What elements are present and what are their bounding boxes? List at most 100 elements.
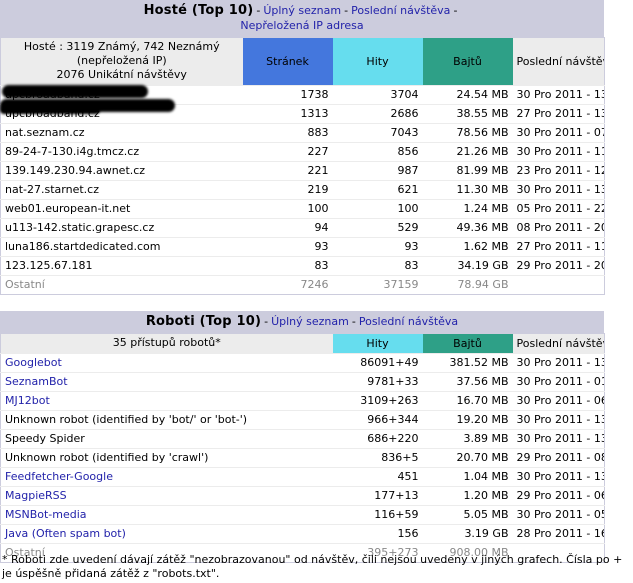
table-row: Java (Often spam bot) 156 3.19 GB 28 Pro… xyxy=(0,524,605,544)
robot-name-cell: Feedfetcher-Google xyxy=(0,467,333,487)
host-name: u113-142.static.grapesc.cz xyxy=(0,218,243,238)
robot-name-cell: Googlebot xyxy=(0,353,333,373)
robot-hits: 156 xyxy=(332,524,423,544)
robot-name-link[interactable]: Java (Often spam bot) xyxy=(5,527,126,540)
host-hits: 529 xyxy=(332,218,423,238)
table-row: Unknown robot (identified by 'crawl') 83… xyxy=(0,448,605,468)
robot-last-visit: 30 Pro 2011 - 13:07 xyxy=(512,410,605,430)
host-hits: 100 xyxy=(332,199,423,219)
table-row-other: Ostatní 7246 37159 78.94 GB xyxy=(1,276,605,295)
robot-name-link[interactable]: SeznamBot xyxy=(5,375,68,388)
host-name: 123.125.67.181 xyxy=(0,256,243,276)
hosts-column-header-last-visit[interactable]: Poslední návštěva xyxy=(512,37,605,86)
robot-bytes: 1.04 MB xyxy=(422,467,513,487)
table-row: MSNBot-media 116+59 5.05 MB 30 Pro 2011 … xyxy=(0,505,605,525)
robot-name-link[interactable]: MJ12bot xyxy=(5,394,50,407)
host-last-visit: 27 Pro 2011 - 11:24 xyxy=(512,237,605,257)
host-bytes: 49.36 MB xyxy=(422,218,513,238)
hosts-report-block: Hosté (Top 10) - Úplný seznam - Poslední náv… xyxy=(0,0,605,295)
robot-last-visit: 30 Pro 2011 - 06:15 xyxy=(512,391,605,411)
robot-name-other: Ostatní xyxy=(5,546,45,559)
hosts-header-row: Hosté : 3119 Známý, 742 Neznámý (nepřelo… xyxy=(0,37,605,86)
hosts-link-last-visit[interactable]: Poslední návštěva xyxy=(351,4,451,17)
host-pages: 7246 xyxy=(300,278,329,291)
hosts-link-full-list[interactable]: Úplný seznam xyxy=(263,4,342,17)
table-row: upcbroadband.cz 1313 2686 38.55 MB 27 Pr… xyxy=(0,104,605,124)
hosts-table: Hosté : 3119 Známý, 742 Neznámý (nepřelo… xyxy=(0,37,605,295)
robot-name-link[interactable]: Googlebot xyxy=(5,356,62,369)
hosts-block-title: Hosté (Top 10) - Úplný seznam - Poslední náv… xyxy=(0,0,604,37)
table-row: 139.149.230.94.awnet.cz 221 987 81.99 MB… xyxy=(0,161,605,181)
table-row: Feedfetcher-Google 451 1.04 MB 30 Pro 20… xyxy=(0,467,605,487)
table-row: luna186.startdedicated.com 93 93 1.62 MB… xyxy=(0,237,605,257)
robot-bytes: 5.05 MB xyxy=(422,505,513,525)
host-last-visit: 05 Pro 2011 - 22:56 xyxy=(512,199,605,219)
robot-name-cell: SeznamBot xyxy=(0,372,333,392)
host-hits: 2686 xyxy=(332,104,423,124)
robot-name-link[interactable]: Feedfetcher-Google xyxy=(5,470,113,483)
host-last-visit: 08 Pro 2011 - 20:18 xyxy=(512,218,605,238)
host-bytes: 78.94 GB xyxy=(457,278,509,291)
robot-name-link[interactable]: MagpieRSS xyxy=(5,489,67,502)
robots-column-header-last-visit[interactable]: Poslední návštěva xyxy=(512,333,605,354)
table-row: Unknown robot (identified by 'bot/' or '… xyxy=(0,410,605,430)
robot-name: Unknown robot (identified by 'crawl') xyxy=(0,448,333,468)
host-pages: 219 xyxy=(242,180,333,200)
title-separator: - xyxy=(256,4,261,17)
robots-column-header-hits[interactable]: Hity xyxy=(332,333,423,354)
host-pages: 100 xyxy=(242,199,333,219)
host-pages: 883 xyxy=(242,123,333,143)
robot-hits: 686+220 xyxy=(332,429,423,449)
robot-last-visit: 29 Pro 2011 - 06:33 xyxy=(512,486,605,506)
host-pages: 83 xyxy=(242,256,333,276)
hosts-link-unresolved-ip[interactable]: Nepřeložená IP adresa xyxy=(240,19,364,32)
table-row: nat.seznam.cz 883 7043 78.56 MB 30 Pro 2… xyxy=(0,123,605,143)
title-separator: - xyxy=(453,4,458,17)
host-name: nat.seznam.cz xyxy=(0,123,243,143)
robot-last-visit: 30 Pro 2011 - 01:22 xyxy=(512,372,605,392)
table-row: MagpieRSS 177+13 1.20 MB 29 Pro 2011 - 0… xyxy=(0,486,605,506)
title-separator: - xyxy=(264,315,269,328)
robots-link-last-visit[interactable]: Poslední návštěva xyxy=(358,315,459,328)
hosts-column-header-pages[interactable]: Stránek xyxy=(242,37,333,86)
robot-hits: 395+273 xyxy=(367,546,419,559)
robots-link-full-list[interactable]: Úplný seznam xyxy=(271,315,349,328)
host-bytes: 78.56 MB xyxy=(422,123,513,143)
hosts-summary-line-1: Hosté : 3119 Známý, 742 Neznámý xyxy=(23,40,220,53)
host-name: nat-27.starnet.cz xyxy=(0,180,243,200)
hosts-column-header-bytes[interactable]: Bajtů xyxy=(422,37,513,86)
host-hits: 7043 xyxy=(332,123,423,143)
robot-last-visit: 30 Pro 2011 - 13:59 xyxy=(512,353,605,373)
host-pages: 93 xyxy=(242,237,333,257)
robot-bytes: 908.00 MB xyxy=(449,546,509,559)
host-last-visit xyxy=(513,276,605,295)
hosts-column-header-hits[interactable]: Hity xyxy=(332,37,423,86)
robot-name-cell: MSNBot-media xyxy=(0,505,333,525)
host-pages: 221 xyxy=(242,161,333,181)
robot-hits: 836+5 xyxy=(332,448,423,468)
robots-column-header-bytes[interactable]: Bajtů xyxy=(422,333,513,354)
host-name: upcbroadband.cz xyxy=(0,85,243,105)
host-hits: 93 xyxy=(332,237,423,257)
host-last-visit: 27 Pro 2011 - 13:37 xyxy=(512,104,605,124)
table-row-other: Ostatní 395+273 908.00 MB xyxy=(1,544,605,563)
host-bytes: 38.55 MB xyxy=(422,104,513,124)
host-last-visit: 23 Pro 2011 - 12:46 xyxy=(512,161,605,181)
hosts-summary-cell: Hosté : 3119 Známý, 742 Neznámý (nepřelo… xyxy=(0,37,243,86)
table-row: u113-142.static.grapesc.cz 94 529 49.36 … xyxy=(0,218,605,238)
robots-table: 35 přístupů robotů* Hity Bajtů Poslední … xyxy=(0,333,605,563)
robot-name-cell: Java (Often spam bot) xyxy=(0,524,333,544)
host-name: 89-24-7-130.i4g.tmcz.cz xyxy=(0,142,243,162)
host-pages: 1313 xyxy=(242,104,333,124)
title-separator: - xyxy=(351,315,356,328)
host-hits: 83 xyxy=(332,256,423,276)
robot-name-link[interactable]: MSNBot-media xyxy=(5,508,87,521)
robots-title: Roboti (Top 10) xyxy=(145,314,262,329)
table-row: MJ12bot 3109+263 16.70 MB 30 Pro 2011 - … xyxy=(0,391,605,411)
table-row: web01.european-it.net 100 100 1.24 MB 05… xyxy=(0,199,605,219)
robot-name-cell: MagpieRSS xyxy=(0,486,333,506)
host-bytes: 21.26 MB xyxy=(422,142,513,162)
robot-last-visit: 30 Pro 2011 - 05:32 xyxy=(512,505,605,525)
robot-bytes: 16.70 MB xyxy=(422,391,513,411)
host-pages: 94 xyxy=(242,218,333,238)
